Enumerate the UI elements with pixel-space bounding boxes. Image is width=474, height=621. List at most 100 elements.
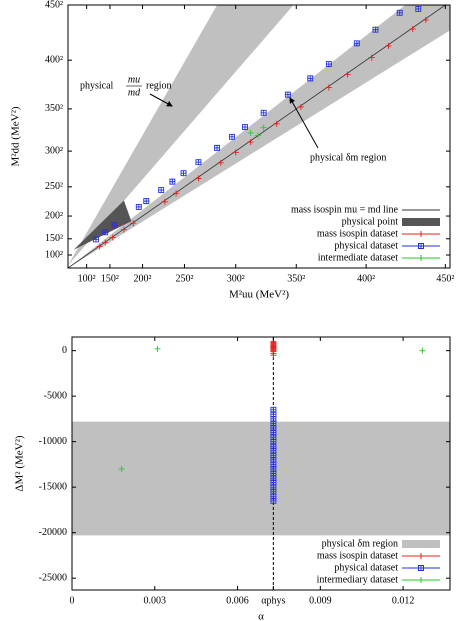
data-point [297,103,304,110]
region [73,200,132,250]
data-point [372,26,379,33]
legend-label: physical dataset [334,240,398,251]
legend-swatch [418,231,424,237]
data-point [217,159,224,166]
data-point [154,345,161,352]
data-point [232,149,239,156]
plot-area [68,5,450,268]
data-point [180,170,187,177]
x-axis-label: α [258,611,264,621]
data-point [143,198,150,205]
y-tick-label: 150² [45,233,63,244]
arrow [149,93,173,107]
annotation: physical [80,80,114,91]
legend-label: physical δm region [322,538,398,549]
legend-swatch [402,540,440,548]
data-point [255,132,262,139]
data-point [247,139,254,146]
plot-area [72,337,450,590]
data-point [344,71,351,78]
x-tick-label: 100² [78,273,96,284]
data-point [214,144,221,151]
annotation: physical δm region [310,152,386,163]
annotation: mu [128,74,140,85]
x-axis-label: M²uu (MeV²) [229,289,289,301]
data-point [195,159,202,166]
region [68,5,450,268]
data-point [161,198,168,205]
x-tick-label: 0.003 [144,595,167,606]
y-tick-label: 350² [45,103,63,114]
data-point [135,203,142,210]
data-point [419,347,426,354]
axes-frame [67,4,451,269]
data-point [120,226,127,233]
legend-swatch [402,218,440,226]
annotation: md [128,87,141,98]
legend-label: mass isospin mu = md line [291,204,399,215]
data-point [353,40,360,47]
y-tick-label: 250² [45,181,63,192]
data-point [260,124,267,131]
legend-swatch [418,255,424,261]
x-tick-label: 150² [101,273,119,284]
x-tick-label: αphys [261,595,285,606]
data-point [195,175,202,182]
data-point [385,42,392,49]
legend-label: mass isospin dataset [317,228,398,239]
data-point [173,190,180,197]
band [72,421,450,536]
y-axis-label: ΔM² (MeV²) [14,435,26,491]
data-point [109,234,116,241]
data-point [228,133,235,140]
isospin-line [68,5,446,268]
legend-swatch [418,553,424,559]
y-tick-label: -20000 [39,527,67,538]
legend-label: mass isospin dataset [317,550,398,561]
legend-swatch [418,243,424,249]
x-tick-label: 0.012 [392,595,415,606]
legend-label: intermediary dataset [317,574,399,585]
data-point [158,187,165,194]
y-tick-label: 200² [45,210,63,221]
data-point [169,178,176,185]
data-point [260,109,267,116]
legend-label: intermediate dataset [318,252,398,263]
data-point [284,91,291,98]
data-point [130,220,137,227]
x-tick-label: 400² [357,273,375,284]
legend-label: physical dataset [334,562,398,573]
y-axis-label: M²dd (MeV²) [10,106,22,166]
y-tick-label: -10000 [39,436,67,447]
arrow [289,97,319,149]
y-tick-label: -25000 [39,572,67,583]
x-tick-label: 0.009 [309,595,332,606]
y-tick-label: -5000 [44,390,67,401]
data-point [307,75,314,82]
axes-frame [71,336,451,591]
data-point [247,129,254,136]
legend-label: physical point [342,216,399,227]
data-point [368,54,375,61]
data-point [422,16,429,23]
data-point [96,243,103,250]
data-point [325,84,332,91]
x-tick-label: 0 [70,595,75,606]
y-tick-label: -15000 [39,481,67,492]
x-tick-label: 250² [175,273,193,284]
data-point [242,124,249,131]
data-point [415,5,422,12]
x-tick-label: 300² [227,273,245,284]
y-tick-label: 100² [45,249,63,260]
legend-swatch [418,565,424,571]
region [68,5,294,266]
x-tick-label: 350² [287,273,305,284]
y-tick-label: 400² [45,54,63,65]
data-point [409,26,416,33]
data-point [111,222,118,229]
data-point [92,236,99,243]
y-tick-label: 300² [45,145,63,156]
data-point [102,239,109,246]
data-point [270,497,277,504]
